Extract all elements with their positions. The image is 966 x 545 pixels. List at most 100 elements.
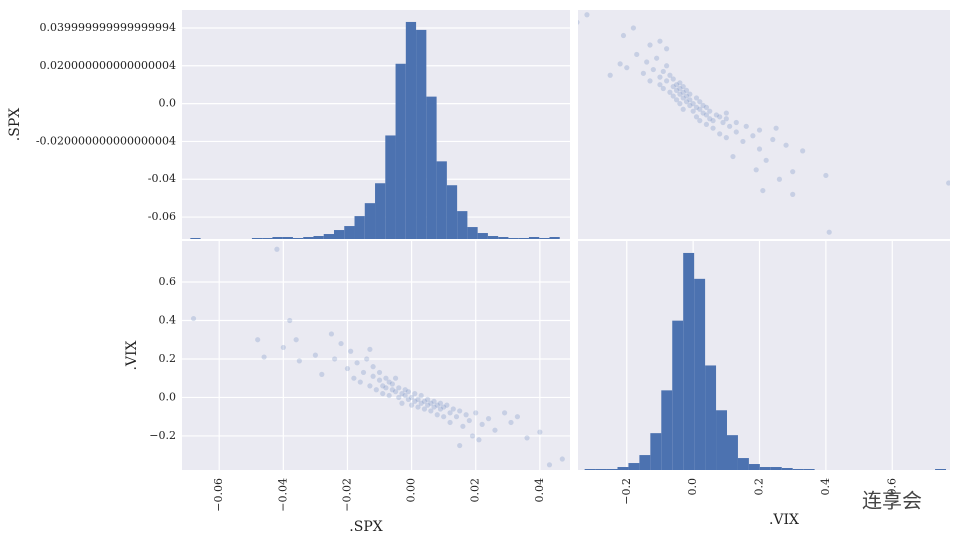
scatter-point xyxy=(376,377,383,383)
x-tick-label: −0.06 xyxy=(212,478,225,512)
scatter-point xyxy=(720,119,726,126)
scatter-point xyxy=(644,59,650,65)
scatter-point xyxy=(412,398,418,404)
scatter-point xyxy=(763,157,769,163)
scatter-point xyxy=(710,118,716,124)
x-tick-label: −0.04 xyxy=(276,478,289,512)
scatter-point xyxy=(373,387,379,393)
histogram-bar xyxy=(781,468,793,470)
scatter-point xyxy=(657,38,663,44)
histogram-bar xyxy=(416,29,427,239)
histogram-bar xyxy=(446,185,458,239)
scatter-point xyxy=(402,392,408,399)
scatter-point xyxy=(559,456,565,462)
histogram-bar xyxy=(661,390,673,470)
scatter-point xyxy=(428,400,434,406)
scatter-point xyxy=(473,410,479,416)
scatter-point xyxy=(584,12,590,18)
scatter-point xyxy=(469,433,476,439)
histogram-bar xyxy=(467,227,478,239)
scatter-point xyxy=(421,406,428,412)
scatter-point xyxy=(680,106,686,112)
y-tick-label: -0.020000000000000004 xyxy=(36,134,176,147)
scatter-point xyxy=(485,416,492,422)
scatter-point xyxy=(537,429,543,435)
histogram-bar xyxy=(726,435,738,470)
scatter-point xyxy=(620,32,627,39)
scatter-point xyxy=(670,76,676,82)
scatter-point xyxy=(428,408,434,414)
scatter-point xyxy=(670,93,676,99)
scatter-point xyxy=(680,89,686,95)
scatter-point xyxy=(514,414,521,420)
scatter-point xyxy=(396,385,402,391)
y-tick-label: 0.0 xyxy=(159,390,177,403)
scatter-point xyxy=(476,437,482,443)
y-tick-label: 0.0 xyxy=(159,97,177,110)
histogram-bar xyxy=(617,467,629,470)
scatter-point xyxy=(360,369,367,376)
histogram-bar xyxy=(737,458,749,470)
scatter-point xyxy=(756,146,763,152)
scatter-point xyxy=(437,406,444,412)
scatter-point xyxy=(280,344,286,351)
scatter-point xyxy=(723,110,729,116)
panel xyxy=(182,21,570,239)
scatter-point xyxy=(683,99,690,105)
scatter-point xyxy=(255,337,261,343)
histogram-bar xyxy=(595,469,607,470)
scatter-point xyxy=(508,419,514,426)
scatter-point xyxy=(405,389,411,395)
scatter-point xyxy=(389,381,395,387)
scatter-point xyxy=(418,400,424,406)
scatter-point xyxy=(657,74,663,80)
scatter-point xyxy=(421,398,428,404)
scatter-point xyxy=(783,142,789,148)
histogram-bar xyxy=(251,238,263,239)
scatter-point xyxy=(383,375,389,381)
scatter-point xyxy=(733,119,739,126)
scatter-point xyxy=(640,70,646,76)
scatter-point xyxy=(392,389,399,395)
scatter-point xyxy=(399,400,405,406)
scatter-point xyxy=(466,417,472,424)
y-tick-label: 0.039999999999999994 xyxy=(40,21,176,34)
scatter-point xyxy=(338,340,344,347)
scatter-point xyxy=(753,167,759,173)
scatter-point xyxy=(412,391,418,397)
scatter-point xyxy=(453,414,460,420)
scatter-point xyxy=(740,138,746,145)
scatter-point xyxy=(578,19,580,25)
scatter-point xyxy=(647,78,653,84)
scatter-point xyxy=(690,101,696,107)
y-axis-label: .VIX xyxy=(124,340,140,370)
scatter-point xyxy=(823,172,829,179)
scatter-point xyxy=(687,97,693,103)
scatter-point xyxy=(415,404,421,410)
histogram-bar xyxy=(606,469,618,470)
scatter-point xyxy=(364,356,370,362)
scatter-point xyxy=(697,99,703,105)
scatter-point xyxy=(717,131,723,137)
scatter-point xyxy=(460,423,466,429)
scatter-point xyxy=(723,116,729,122)
scatter-point xyxy=(677,91,683,97)
scatter-point xyxy=(402,387,408,393)
scatter-point xyxy=(434,402,440,408)
scatter-point xyxy=(647,42,653,48)
histogram-bar xyxy=(477,233,488,239)
scatter-point xyxy=(617,61,623,67)
histogram-bar xyxy=(748,464,760,470)
scatter-point xyxy=(634,51,640,58)
y-tick-label: 0.4 xyxy=(159,313,177,326)
histogram-bar xyxy=(303,237,314,239)
histogram-bar xyxy=(436,161,447,239)
scatter-point xyxy=(386,379,392,385)
histogram-bar xyxy=(672,320,684,470)
scatter-point xyxy=(730,153,736,160)
scatter-point xyxy=(437,400,444,406)
scatter-point xyxy=(703,112,710,118)
y-tick-label: 0.2 xyxy=(159,352,177,365)
scatter-point xyxy=(697,106,703,112)
